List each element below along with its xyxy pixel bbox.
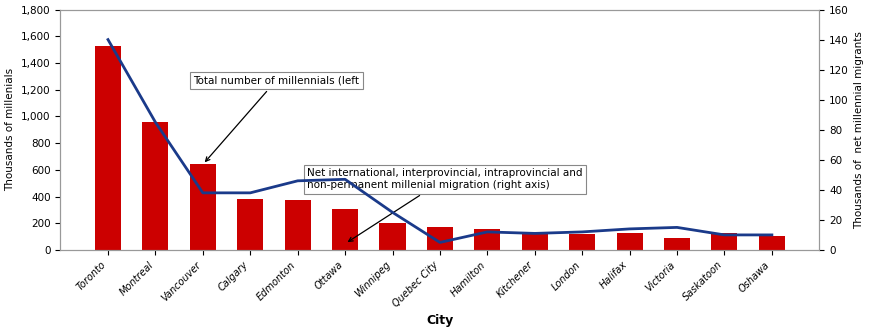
Bar [521, 233, 547, 250]
Bar [427, 227, 453, 250]
Y-axis label: Thousands of millenials: Thousands of millenials [5, 68, 16, 191]
Bar [284, 200, 310, 250]
Y-axis label: Thousands of  net millennial migrants: Thousands of net millennial migrants [853, 31, 864, 229]
Bar [95, 46, 121, 250]
X-axis label: City: City [426, 314, 453, 327]
Bar [332, 208, 358, 250]
Bar [758, 236, 784, 250]
Bar [379, 223, 405, 250]
Text: Net international, interprovincial, intraprovincial and
non-permanent millenial : Net international, interprovincial, intr… [307, 168, 582, 241]
Bar [663, 238, 689, 250]
Bar [568, 234, 594, 250]
Bar [143, 122, 169, 250]
Bar [616, 233, 642, 250]
Bar [711, 232, 737, 250]
Bar [189, 165, 216, 250]
Bar [474, 229, 500, 250]
Bar [237, 199, 263, 250]
Text: Total number of millennials (left: Total number of millennials (left [193, 75, 359, 161]
